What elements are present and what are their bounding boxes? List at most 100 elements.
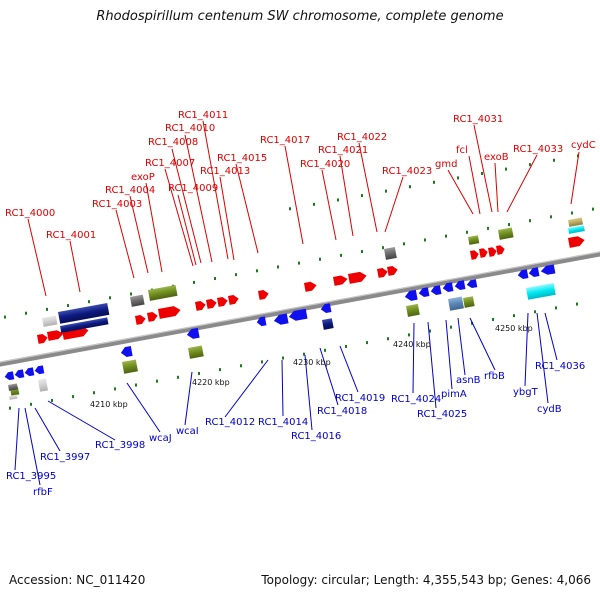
gene-feature[interactable] (442, 282, 454, 293)
gene-feature[interactable] (488, 247, 497, 257)
gene-label[interactable]: RC1_3995 (6, 471, 56, 482)
gene-label[interactable]: RC1_4021 (318, 145, 368, 156)
gene-feature[interactable] (418, 287, 430, 298)
gene-feature[interactable] (448, 296, 464, 311)
gene-feature[interactable] (9, 394, 18, 400)
gene-feature[interactable] (206, 298, 217, 309)
gene-feature[interactable] (568, 217, 584, 227)
gene-feature[interactable] (470, 250, 479, 260)
gene-label[interactable]: RC1_4013 (200, 166, 250, 177)
gene-feature[interactable] (273, 313, 289, 325)
gene-feature[interactable] (158, 305, 181, 319)
gene-feature[interactable] (304, 281, 317, 292)
gene-feature[interactable] (130, 294, 145, 307)
gene-label[interactable]: gmd (435, 159, 457, 170)
gene-feature[interactable] (517, 269, 529, 280)
gene-feature[interactable] (496, 245, 505, 255)
gene-label[interactable]: fcl (456, 145, 468, 156)
gene-feature[interactable] (60, 317, 109, 333)
gene-label[interactable]: RC1_4014 (258, 417, 308, 428)
gene-feature[interactable] (406, 303, 420, 317)
gene-feature[interactable] (404, 289, 418, 302)
gene-feature[interactable] (288, 308, 308, 322)
gene-label[interactable]: RC1_4025 (417, 409, 467, 420)
gene-label[interactable]: RC1_4022 (337, 132, 387, 143)
gene-feature[interactable] (120, 346, 133, 358)
gene-feature[interactable] (384, 247, 397, 260)
gene-label[interactable]: RC1_4010 (165, 123, 215, 134)
gene-label[interactable]: RC1_4019 (335, 393, 385, 404)
gene-label[interactable]: cydB (537, 404, 562, 415)
gene-label[interactable]: RC1_4017 (260, 135, 310, 146)
gene-label[interactable]: RC1_4000 (5, 208, 55, 219)
gene-feature[interactable] (568, 235, 586, 248)
gene-label[interactable]: RC1_4008 (148, 137, 198, 148)
gene-feature[interactable] (147, 311, 158, 322)
gene-label[interactable]: RC1_4007 (145, 158, 195, 169)
gene-label[interactable]: RC1_4036 (535, 361, 585, 372)
gene-feature[interactable] (320, 303, 332, 314)
gene-label[interactable]: exoB (484, 152, 509, 163)
gene-feature[interactable] (217, 296, 228, 307)
gene-feature[interactable] (258, 289, 269, 300)
gene-label[interactable]: wcaJ (149, 433, 172, 444)
gene-feature[interactable] (540, 264, 556, 275)
gene-label[interactable]: RC1_4004 (105, 185, 155, 196)
gene-feature[interactable] (188, 345, 204, 359)
gene-label[interactable]: exoP (131, 172, 155, 183)
gene-feature[interactable] (42, 315, 58, 327)
gene-label[interactable]: RC1_4001 (46, 230, 96, 241)
gene-feature[interactable] (322, 318, 334, 330)
gene-label[interactable]: RC1_4011 (178, 110, 228, 121)
gene-label[interactable]: RC1_4020 (300, 159, 350, 170)
gene-feature[interactable] (4, 371, 15, 381)
gene-feature[interactable] (228, 294, 239, 305)
gene-feature[interactable] (186, 327, 200, 340)
gene-label[interactable]: asnB (456, 375, 481, 386)
gene-label[interactable]: RC1_4009 (168, 183, 218, 194)
gene-feature[interactable] (468, 235, 480, 245)
gene-label[interactable]: RC1_3997 (40, 452, 90, 463)
gene-feature[interactable] (498, 227, 514, 240)
gene-label[interactable]: pimA (441, 389, 467, 400)
gene-label[interactable]: wcaI (176, 426, 199, 437)
gene-label[interactable]: RC1_4033 (513, 144, 563, 155)
gene-feature[interactable] (479, 248, 488, 258)
gene-feature[interactable] (37, 333, 48, 344)
gene-feature[interactable] (333, 274, 348, 286)
gene-feature[interactable] (466, 279, 478, 289)
gene-label[interactable]: RC1_3998 (95, 440, 145, 451)
gene-feature[interactable] (38, 378, 49, 392)
gene-label[interactable]: RC1_4024 (391, 394, 441, 405)
gene-feature[interactable] (122, 359, 138, 374)
gene-feature[interactable] (195, 300, 206, 311)
gene-label[interactable]: RC1_4023 (382, 166, 432, 177)
gene-label[interactable]: RC1_4018 (317, 406, 367, 417)
gene-label[interactable]: rfbB (484, 371, 505, 382)
gene-feature[interactable] (256, 316, 267, 327)
gene-label[interactable]: rfbF (33, 487, 53, 498)
gene-feature[interactable] (526, 282, 556, 300)
gene-label[interactable]: ybgT (513, 387, 539, 398)
gene-label[interactable]: RC1_4031 (453, 114, 503, 125)
gene-feature[interactable] (8, 383, 18, 391)
gene-feature[interactable] (377, 267, 388, 278)
gene-feature[interactable] (430, 285, 442, 296)
gene-label[interactable]: cydC (571, 140, 596, 151)
gene-feature[interactable] (14, 369, 25, 379)
gene-feature[interactable] (47, 329, 64, 341)
gene-feature[interactable] (24, 367, 35, 377)
gene-feature[interactable] (34, 365, 45, 375)
gene-feature[interactable] (463, 296, 475, 308)
gene-label[interactable]: RC1_4012 (205, 417, 255, 428)
gene-label[interactable]: RC1_4003 (92, 199, 142, 210)
gene-feature[interactable] (387, 265, 398, 276)
gene-label[interactable]: RC1_4015 (217, 153, 267, 164)
gene-feature[interactable] (135, 314, 146, 325)
gene-feature[interactable] (148, 284, 178, 301)
gene-feature[interactable] (568, 225, 585, 234)
gene-feature[interactable] (454, 280, 466, 291)
gene-label[interactable]: RC1_4016 (291, 431, 341, 442)
gene-feature[interactable] (528, 267, 540, 278)
gene-feature[interactable] (348, 271, 368, 284)
